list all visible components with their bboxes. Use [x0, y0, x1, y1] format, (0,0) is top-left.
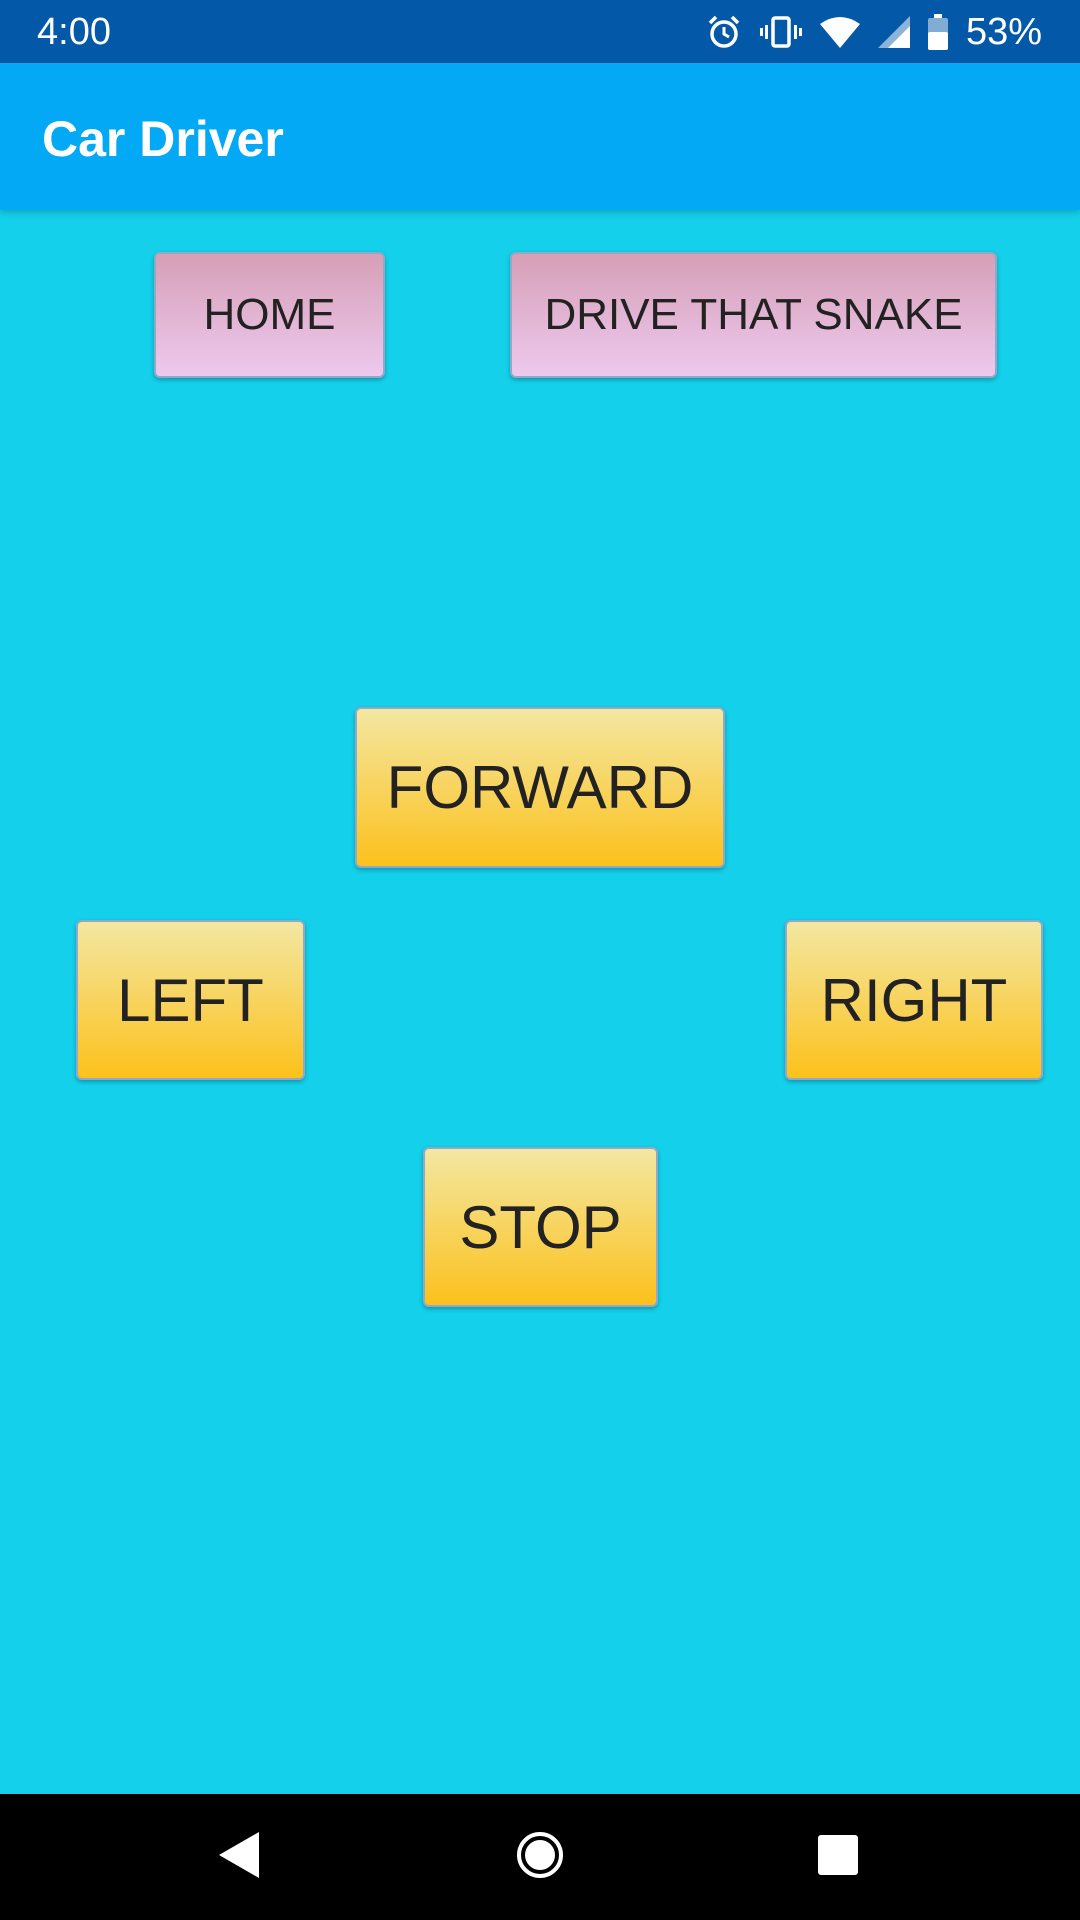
app-bar: Car Driver — [0, 63, 1080, 210]
forward-button[interactable]: FORWARD — [355, 707, 725, 868]
app-title: Car Driver — [42, 111, 284, 167]
drive-that-snake-button[interactable]: DRIVE THAT SNAKE — [510, 252, 997, 378]
status-icons: 53% — [706, 10, 1042, 54]
wifi-icon — [819, 16, 860, 48]
battery-icon — [927, 14, 948, 50]
home-nav-button[interactable] — [477, 1794, 603, 1920]
back-icon — [219, 1831, 259, 1883]
home-icon — [516, 1831, 564, 1884]
battery-percentage: 53% — [965, 11, 1042, 53]
home-button[interactable]: HOME — [154, 252, 385, 378]
left-button[interactable]: LEFT — [76, 920, 305, 1080]
status-bar: 4:00 — [0, 0, 1080, 63]
alarm-icon — [706, 14, 742, 50]
recents-button[interactable] — [775, 1794, 901, 1920]
back-button[interactable] — [176, 1794, 302, 1920]
navigation-bar — [0, 1794, 1080, 1920]
right-button[interactable]: RIGHT — [785, 920, 1043, 1080]
stop-button[interactable]: STOP — [423, 1147, 658, 1307]
recents-icon — [818, 1834, 858, 1880]
signal-icon — [877, 16, 910, 48]
status-time: 4:00 — [37, 11, 111, 53]
vibrate-icon — [759, 14, 802, 50]
